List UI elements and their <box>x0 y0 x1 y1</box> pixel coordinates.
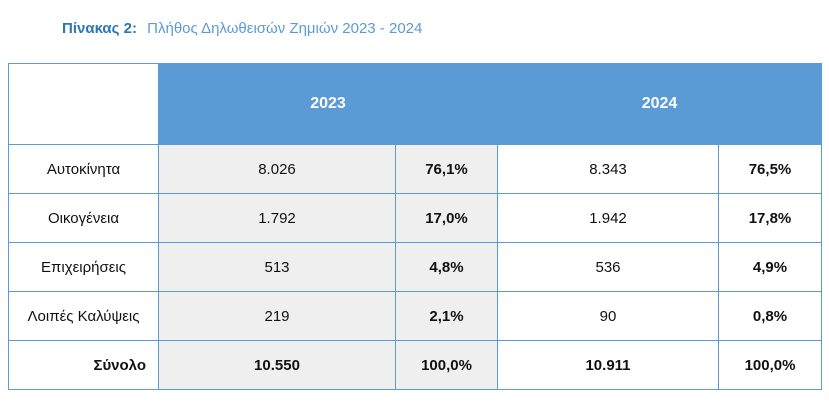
pct-2024: 0,8% <box>718 291 822 341</box>
pct-2024: 17,8% <box>718 193 822 243</box>
header-2024: 2024 <box>497 63 822 145</box>
pct-2024: 76,5% <box>718 144 822 194</box>
pct-2023: 76,1% <box>395 144 498 194</box>
claims-table: 2023 2024 Αυτοκίνητα 8.026 76,1% 8.343 7… <box>8 63 822 390</box>
table-caption: Πίνακας 2: Πλήθος Δηλωθεισών Ζημιών 2023… <box>62 20 422 38</box>
pct-2023: 100,0% <box>395 340 498 390</box>
count-2024: 8.343 <box>497 144 719 194</box>
table-row-cars: Αυτοκίνητα 8.026 76,1% 8.343 76,5% <box>8 144 822 194</box>
table-caption-text: Πλήθος Δηλωθεισών Ζημιών 2023 - 2024 <box>147 20 423 37</box>
table-row-other-covers: Λοιπές Καλύψεις 219 2,1% 90 0,8% <box>8 291 822 341</box>
count-2023: 8.026 <box>158 144 396 194</box>
pct-2023: 17,0% <box>395 193 498 243</box>
pct-2023: 4,8% <box>395 242 498 292</box>
row-label: Αυτοκίνητα <box>8 144 159 194</box>
row-label: Επιχειρήσεις <box>8 242 159 292</box>
table-row-family: Οικογένεια 1.792 17,0% 1.942 17,8% <box>8 193 822 243</box>
pct-2023: 2,1% <box>395 291 498 341</box>
row-label: Σύνολο <box>8 340 159 390</box>
count-2023: 10.550 <box>158 340 396 390</box>
count-2024: 90 <box>497 291 719 341</box>
table-caption-number: Πίνακας 2: <box>62 20 137 37</box>
table-row-businesses: Επιχειρήσεις 513 4,8% 536 4,9% <box>8 242 822 292</box>
table-row-total: Σύνολο 10.550 100,0% 10.911 100,0% <box>8 340 822 390</box>
count-2024: 10.911 <box>497 340 719 390</box>
pct-2024: 4,9% <box>718 242 822 292</box>
header-empty-corner <box>8 63 159 145</box>
count-2024: 1.942 <box>497 193 719 243</box>
count-2023: 513 <box>158 242 396 292</box>
row-label: Λοιπές Καλύψεις <box>8 291 159 341</box>
count-2024: 536 <box>497 242 719 292</box>
table-header-row: 2023 2024 <box>8 63 822 145</box>
row-label: Οικογένεια <box>8 193 159 243</box>
header-2023: 2023 <box>158 63 498 145</box>
count-2023: 1.792 <box>158 193 396 243</box>
pct-2024: 100,0% <box>718 340 822 390</box>
count-2023: 219 <box>158 291 396 341</box>
